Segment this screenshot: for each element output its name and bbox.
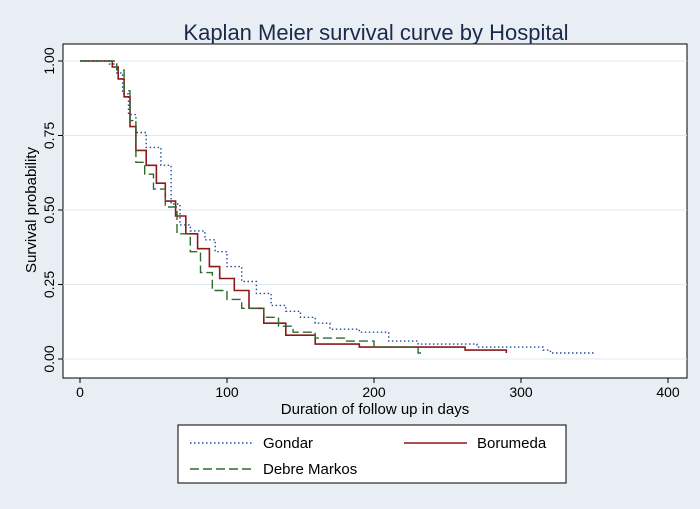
legend-label-borumeda: Borumeda <box>477 435 547 452</box>
series-line-debre-markos <box>80 60 422 356</box>
legend: Gondar Borumeda Debre Markos <box>177 424 567 484</box>
series-line-borumeda <box>80 60 508 353</box>
x-tick-label: 100 <box>215 384 239 400</box>
y-tick-label: 0.50 <box>41 196 57 223</box>
gridlines <box>63 60 687 360</box>
y-axis-title: Survival probability <box>23 147 40 273</box>
x-tick-label: 400 <box>656 384 680 400</box>
y-tick-label: 0.00 <box>41 345 57 372</box>
series-layer <box>80 60 595 356</box>
x-axis-title: Duration of follow up in days <box>281 401 469 418</box>
y-tick-label: 0.75 <box>41 122 57 149</box>
y-tick-label: 1.00 <box>41 47 57 74</box>
chart-title: Kaplan Meier survival curve by Hospital <box>183 20 568 45</box>
series-line-gondar <box>80 60 595 354</box>
x-tick-label: 0 <box>76 384 84 400</box>
x-tick-label: 300 <box>509 384 533 400</box>
plot-area <box>62 43 688 379</box>
x-tick-label: 200 <box>362 384 386 400</box>
y-tick-label: 0.25 <box>41 271 57 298</box>
legend-box <box>177 424 567 484</box>
axes: 0.00 0.25 0.50 0.75 1.00 0 100 200 300 400 <box>41 47 680 400</box>
legend-label-debre-markos: Debre Markos <box>263 461 357 478</box>
legend-label-gondar: Gondar <box>263 435 313 452</box>
